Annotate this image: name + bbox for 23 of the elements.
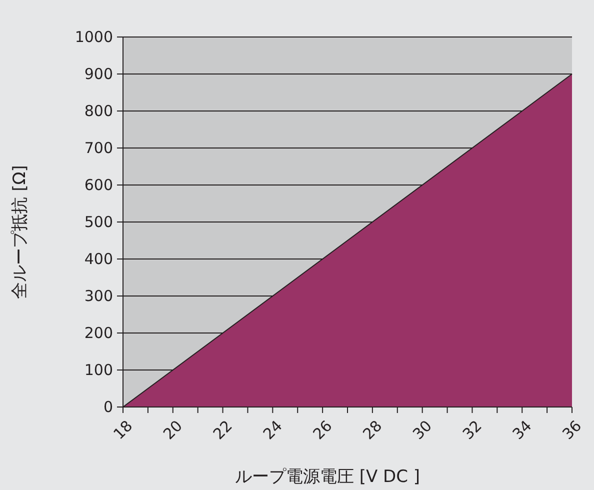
x-tick-label: 20 xyxy=(160,416,186,444)
y-tick-label: 500 xyxy=(84,213,113,231)
x-tick-label: 18 xyxy=(110,416,136,444)
x-tick-label: 34 xyxy=(508,416,536,444)
x-tick-label: 28 xyxy=(359,416,386,444)
y-tick-label: 1000 xyxy=(74,28,113,46)
x-tick-label: 26 xyxy=(309,416,336,444)
y-tick-label: 100 xyxy=(84,361,113,379)
x-axis-title: ループ電源電圧 [V DC ] xyxy=(234,467,420,487)
x-tick-label: 36 xyxy=(558,416,586,444)
y-axis-title: 全ループ抵抗 [Ω] xyxy=(10,165,30,299)
x-tick-label: 24 xyxy=(260,416,286,444)
y-tick-label: 800 xyxy=(84,102,113,120)
y-tick-label: 900 xyxy=(84,65,113,83)
y-tick-label: 600 xyxy=(84,176,113,194)
x-tick-label: 30 xyxy=(409,416,436,444)
y-tick-label: 0 xyxy=(103,398,113,416)
x-tick-label: 32 xyxy=(459,416,486,444)
y-tick-label: 700 xyxy=(84,139,113,157)
y-tick-label: 300 xyxy=(84,287,113,305)
x-tick-label: 22 xyxy=(210,416,236,444)
y-tick-label: 200 xyxy=(84,324,113,342)
y-tick-label: 400 xyxy=(84,250,113,268)
